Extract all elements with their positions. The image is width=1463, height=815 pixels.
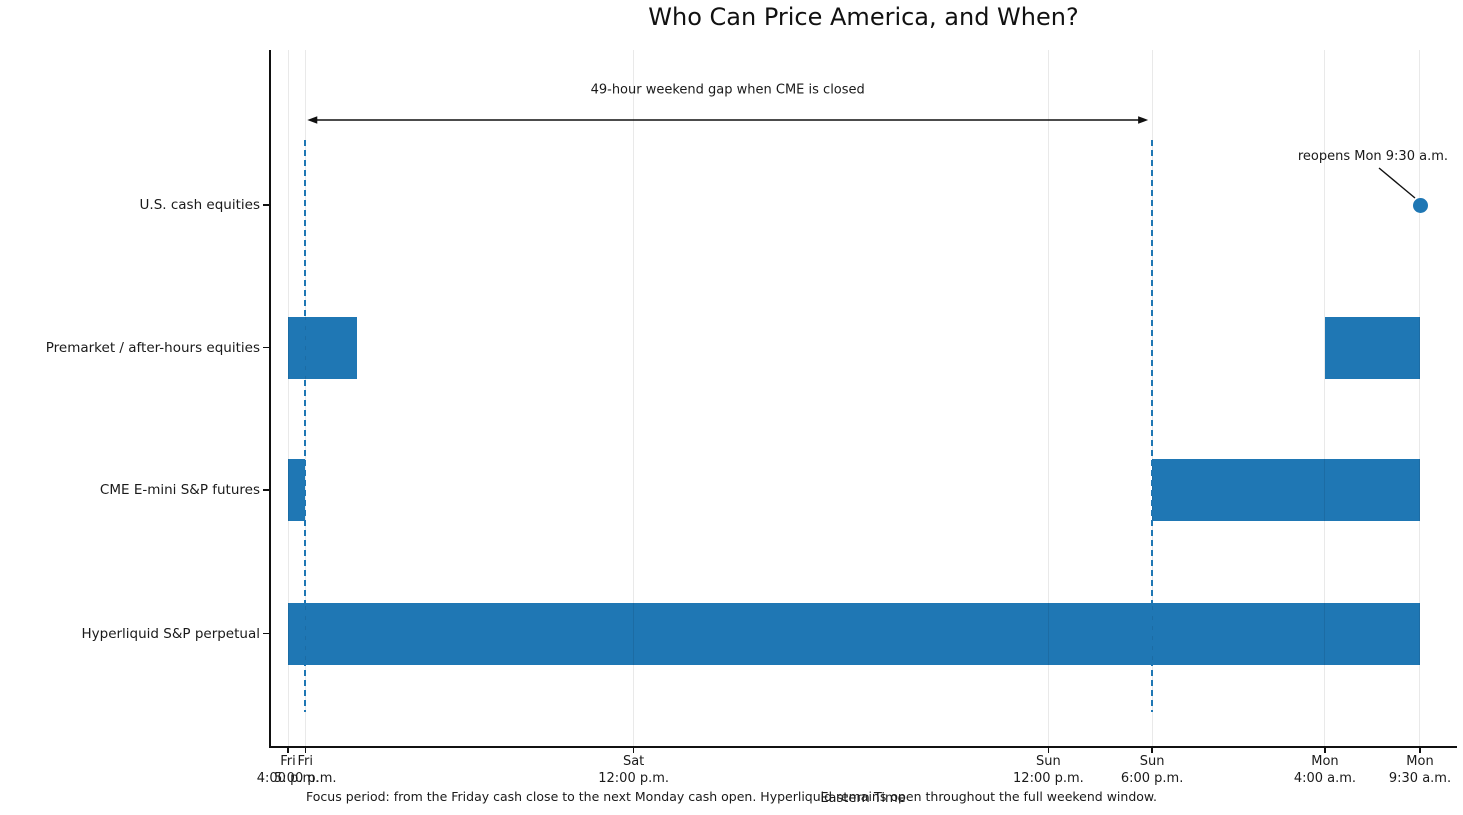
y-tick xyxy=(263,632,270,635)
timeline-bar xyxy=(1324,316,1420,379)
y-tick-label: Premarket / after-hours equities xyxy=(45,339,260,356)
x-tick xyxy=(632,747,635,753)
y-tick-label: CME E-mini S&P futures xyxy=(99,482,260,498)
x-tick-label: Mon 4:00 a.m. xyxy=(1293,754,1357,786)
y-tick xyxy=(263,346,270,349)
gap-annotation: 49-hour weekend gap when CME is closed xyxy=(590,82,865,98)
x-tick xyxy=(287,747,289,753)
x-tick xyxy=(1151,747,1153,753)
x-tick xyxy=(1324,747,1326,753)
event-dashed-line xyxy=(304,140,307,712)
x-axis-label: Eastern Time xyxy=(820,791,906,806)
gridline xyxy=(287,50,289,747)
chart-title: Who Can Price America, and When? xyxy=(648,3,1079,31)
y-tick-label: Hyperliquid S&P perpetual xyxy=(81,625,260,642)
y-axis-spine xyxy=(269,50,271,747)
caption: Focus period: from the Friday cash close… xyxy=(306,789,1157,804)
y-tick xyxy=(263,204,270,206)
y-tick xyxy=(263,489,270,491)
y-tick-label: U.S. cash equities xyxy=(139,197,260,213)
gridline xyxy=(1419,50,1421,747)
x-tick xyxy=(1047,747,1050,753)
timeline-bar xyxy=(288,602,1420,665)
x-tick-label: Fri 5:00 p.m. xyxy=(274,754,337,786)
x-tick xyxy=(1419,747,1421,753)
gridline xyxy=(1324,50,1326,747)
x-tick-label: Fri 4:00 p.m. xyxy=(256,754,320,786)
gridline xyxy=(633,50,635,747)
x-tick-label: Sun 12:00 p.m. xyxy=(1013,754,1084,786)
timeline-bar xyxy=(288,316,358,379)
gridline xyxy=(1047,50,1049,747)
x-tick-label: Sat 12:00 p.m. xyxy=(598,754,670,786)
x-tick xyxy=(304,747,307,753)
x-tick-label: Sun 6:00 p.m. xyxy=(1120,754,1184,786)
event-dashed-line xyxy=(1151,140,1153,712)
reopen-marker-dot xyxy=(1413,197,1429,213)
x-tick-label: Mon 9:30 a.m. xyxy=(1388,754,1452,786)
reopen-annotation: reopens Mon 9:30 a.m. xyxy=(1297,149,1448,164)
timeline-bar xyxy=(288,459,306,521)
timeline-bar xyxy=(1152,459,1420,521)
x-axis-spine xyxy=(269,746,1457,748)
